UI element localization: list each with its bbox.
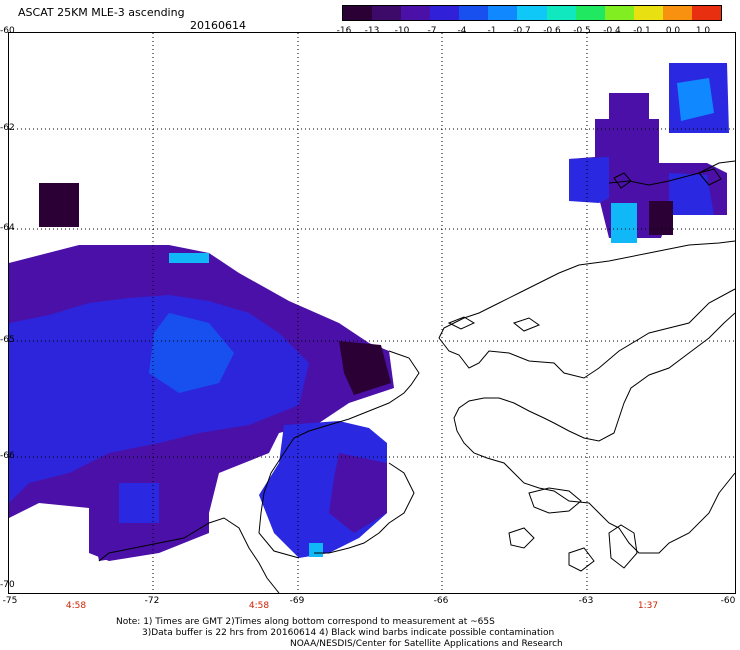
swath-west-cyan: [169, 253, 209, 263]
coast-south-bay: [314, 462, 415, 554]
map-svg: [9, 33, 735, 593]
colorbar-segment: [691, 6, 722, 20]
swath-west-blue: [9, 295, 309, 503]
lat-label: -70: [0, 580, 15, 590]
cb-label: 0.0: [665, 26, 681, 36]
coast-ne-island-b: [698, 168, 722, 186]
colorbar-segment: [343, 6, 373, 20]
coast-south-shelf: [98, 517, 280, 593]
cb-label: -4: [457, 26, 467, 36]
swath-dark-square: [39, 183, 79, 227]
cb-label: -0.6: [543, 26, 561, 36]
note-line-2: 3)Data buffer is 22 hrs from 20160614 4)…: [142, 628, 555, 638]
lat-label: -66: [0, 451, 15, 461]
time-label: 1:37: [637, 601, 659, 611]
time-label: 4:58: [65, 601, 87, 611]
swath-ne-blue: [569, 157, 609, 203]
colorbar-segment: [546, 6, 576, 20]
swath-ne-blue2: [669, 173, 714, 215]
graticule: [9, 33, 735, 593]
coast-ne-islands: [608, 160, 735, 186]
lat-label: -65: [0, 335, 15, 345]
coast-peninsula-west: [258, 350, 420, 559]
cb-label: -0.1: [633, 26, 651, 36]
coast-island-2: [608, 524, 638, 569]
colorbar-labels: -16 -13 -10 -7 -4 -1 -0.7 -0.6 -0.5 -0.4…: [330, 26, 735, 38]
cb-label: -1: [487, 26, 497, 36]
coast-ripple-b: [512, 317, 541, 332]
coast-mainland: [453, 312, 735, 554]
date-label: 20160614: [190, 19, 246, 32]
swath-ne-dark: [649, 201, 673, 235]
coastline-layer: [98, 160, 735, 593]
swath-dark-edge: [339, 341, 391, 395]
lon-label: -60: [720, 596, 736, 606]
time-label: 4:58: [248, 601, 270, 611]
colorbar-segment: [575, 6, 605, 20]
lon-label: -69: [289, 596, 305, 606]
coast-peninsula: [438, 240, 735, 379]
lat-label: -60: [0, 26, 15, 36]
lat-label: -62: [0, 123, 15, 133]
lon-label: -72: [144, 596, 160, 606]
colorbar-segment: [372, 6, 402, 20]
coast-ne-island-a: [613, 172, 632, 189]
cb-label: -7: [427, 26, 437, 36]
cb-label: -10: [394, 26, 410, 36]
title: ASCAT 25KM MLE-3 ascending: [18, 6, 185, 19]
colorbar-segment: [459, 6, 489, 20]
colorbar-segment: [517, 6, 547, 20]
note-line-1: Note: 1) Times are GMT 2)Times along bot…: [116, 617, 495, 627]
map-panel: [8, 32, 736, 594]
colorbar-segment: [604, 6, 634, 20]
coast-island-4: [568, 547, 595, 572]
swath-south-purple: [329, 453, 387, 533]
coast-island-1: [528, 487, 582, 514]
swath-south-cyan: [309, 543, 323, 557]
colorbar-segment: [662, 6, 692, 20]
swath-ne-cyan: [611, 203, 637, 243]
lat-label: -64: [0, 223, 15, 233]
coast-ripple-a: [447, 316, 476, 330]
colorbar-segment: [488, 6, 518, 20]
cb-label: 1.0: [695, 26, 711, 36]
colorbar-segment: [430, 6, 460, 20]
swath-west-bright: [149, 313, 234, 393]
coast-island-3: [508, 527, 535, 549]
colorbar: [342, 5, 722, 21]
note-line-3: NOAA/NESDIS/Center for Satellite Applica…: [290, 639, 563, 649]
lon-label: -63: [578, 596, 594, 606]
cb-label: -0.5: [573, 26, 591, 36]
cb-label: -13: [364, 26, 380, 36]
cb-label: -0.4: [603, 26, 621, 36]
wind-swath-layer: [9, 63, 729, 561]
colorbar-segment: [401, 6, 431, 20]
lon-label: -66: [433, 596, 449, 606]
cb-label: -0.7: [513, 26, 531, 36]
lon-label: -75: [2, 596, 18, 606]
swath-lower-left-blue: [119, 483, 159, 523]
swath-ne-top-cyan: [677, 78, 714, 121]
cb-label: -16: [336, 26, 352, 36]
colorbar-segment: [633, 6, 663, 20]
